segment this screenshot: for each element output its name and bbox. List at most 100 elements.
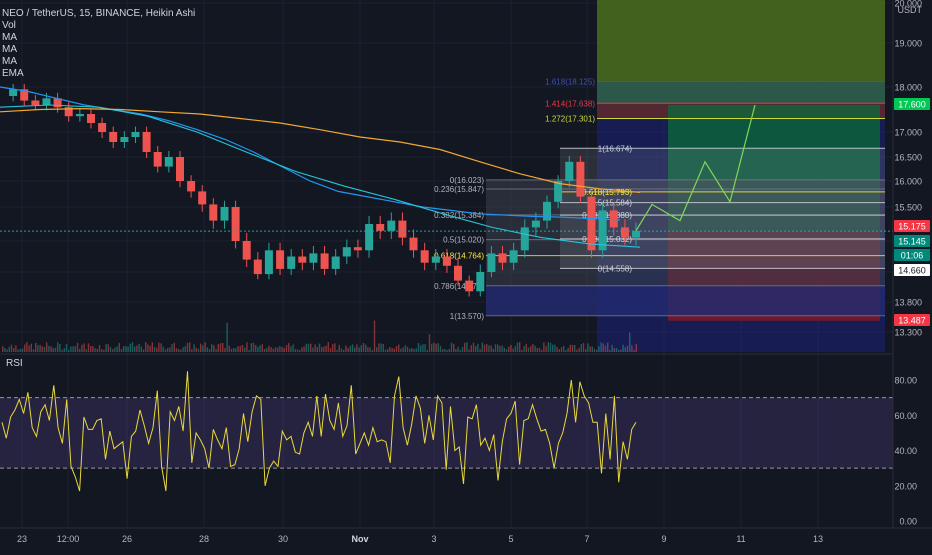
price-candle[interactable] [309,253,318,263]
price-candle[interactable] [409,237,418,251]
price-candle[interactable] [209,204,218,221]
price-candle[interactable] [531,220,540,228]
price-candle[interactable] [9,89,18,96]
price-candle[interactable] [176,157,184,181]
price-candle[interactable] [164,157,173,167]
volume-bar [85,349,87,352]
price-badge-label-5: 13.487 [898,316,926,326]
price-candle[interactable] [498,253,507,263]
fib-ext-label-2: 1.272(17.301) [545,114,595,123]
volume-bar [156,348,158,352]
time-label-11: 13 [813,534,823,544]
volume-bar [404,345,406,352]
price-candle[interactable] [31,100,40,106]
volume-bar [46,342,48,352]
price-badge-2[interactable] [894,235,930,247]
price-candle[interactable] [87,114,95,123]
volume-bar [521,349,523,352]
price-candle[interactable] [320,253,329,269]
price-candle[interactable] [620,227,629,238]
price-candle[interactable] [520,227,529,251]
price-candle[interactable] [131,132,140,137]
price-candle[interactable] [53,98,62,108]
price-candle[interactable] [476,272,485,292]
price-candle[interactable] [420,250,429,263]
price-candle[interactable] [20,89,29,101]
price-candle[interactable] [342,247,351,257]
price-candle[interactable] [331,256,340,269]
volume-bar [393,348,395,352]
price-badge-0[interactable] [894,98,930,110]
price-candle[interactable] [120,137,129,142]
indicator-ma-3[interactable]: MA [2,56,17,67]
volume-bar [118,342,120,352]
price-badge-5[interactable] [894,314,930,326]
fib-ext-zone-teal [597,81,885,104]
indicator-ma-1[interactable]: MA [2,32,17,43]
volume-bar [305,343,307,352]
volume-bar [314,344,316,352]
price-candle[interactable] [609,210,618,228]
price-candle[interactable] [465,280,474,292]
price-candle[interactable] [253,259,262,275]
price-candle[interactable] [632,230,640,238]
price-candle[interactable] [242,241,251,260]
rsi-title[interactable]: RSI [6,358,23,369]
price-candle[interactable] [276,250,285,269]
price-candle[interactable] [187,181,196,192]
price-candle[interactable] [75,114,84,117]
ma-orange-line [0,107,641,193]
indicator-ema[interactable]: EMA [2,68,24,79]
price-tick-2: 18.000 [894,83,922,93]
price-candle[interactable] [587,196,596,251]
price-candle[interactable] [398,220,407,238]
price-candle[interactable] [543,201,551,221]
price-candle[interactable] [298,256,307,263]
price-candle[interactable] [365,224,374,251]
price-candle[interactable] [264,250,273,275]
volume-bar [488,345,490,352]
volume-bar [431,343,433,352]
price-candle[interactable] [387,220,396,231]
price-badge-3[interactable] [894,249,930,261]
price-candle[interactable] [376,224,385,231]
volume-bar [360,345,362,352]
price-candle[interactable] [64,107,73,117]
price-candle[interactable] [98,123,107,132]
volume-bar [200,343,202,352]
price-candle[interactable] [142,132,151,152]
price-badge-4[interactable] [894,264,930,276]
price-candle[interactable] [442,256,451,266]
price-candle[interactable] [231,207,240,241]
symbol-title[interactable]: NEO / TetherUS, 15, BINANCE, Heikin Ashi [2,8,196,19]
price-candle[interactable] [109,132,118,142]
price-candle[interactable] [42,98,51,105]
fib-ext-label-1: 1.414(17.638) [545,99,595,108]
volume-bar [98,345,101,352]
price-candle[interactable] [554,181,563,202]
price-candle[interactable] [576,161,585,197]
price-candle[interactable] [598,210,607,251]
price-candle[interactable] [198,191,207,205]
indicator-vol[interactable]: Vol [2,20,16,31]
volume-bar [329,348,332,352]
volume-bar [477,343,479,352]
price-candle[interactable] [353,247,362,251]
price-candle[interactable] [431,256,440,263]
indicator-ma-2[interactable]: MA [2,44,17,55]
price-candle[interactable] [454,265,462,281]
price-candle[interactable] [220,207,229,221]
volume-bar [620,349,622,352]
price-badge-1[interactable] [894,220,930,232]
price-candle[interactable] [565,161,574,181]
price-candle[interactable] [487,253,496,272]
volume-bar [17,349,19,352]
volume-bar [248,350,250,352]
price-candle[interactable] [509,250,518,263]
price-candle[interactable] [287,256,296,269]
price-candle[interactable] [153,152,162,167]
volume-bar [415,348,417,352]
volume-bar [448,349,450,352]
